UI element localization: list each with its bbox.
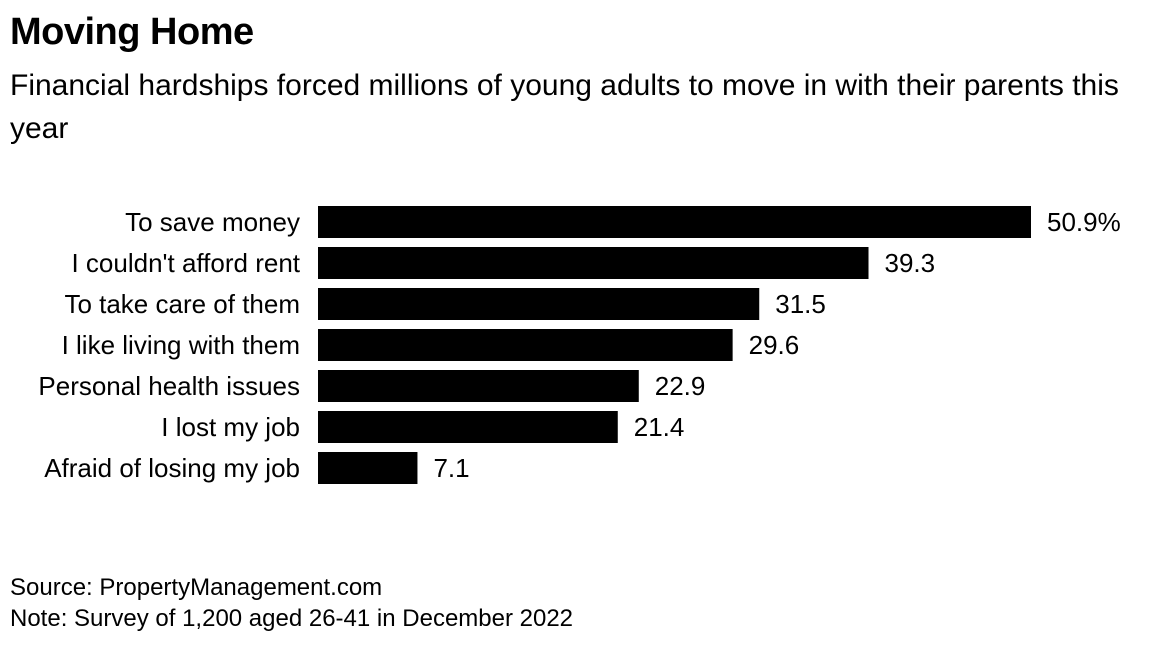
category-label: Afraid of losing my job	[44, 453, 300, 483]
chart-footer: Source: PropertyManagement.com Note: Sur…	[10, 572, 573, 634]
value-label: 50.9%	[1047, 207, 1121, 237]
category-label: Personal health issues	[38, 371, 300, 401]
value-label: 7.1	[433, 453, 469, 483]
bar	[318, 329, 733, 361]
category-label: To save money	[125, 207, 300, 237]
category-label: To take care of them	[64, 289, 300, 319]
category-label: I couldn't afford rent	[71, 248, 300, 278]
bar	[318, 370, 639, 402]
value-label: 29.6	[749, 330, 800, 360]
bar	[318, 247, 869, 279]
category-label: I lost my job	[161, 412, 300, 442]
bar	[318, 288, 760, 320]
bar	[318, 411, 618, 443]
chart-title: Moving Home	[10, 11, 254, 53]
bar	[318, 452, 418, 484]
value-label: 22.9	[655, 371, 706, 401]
survey-note: Note: Survey of 1,200 aged 26-41 in Dece…	[10, 605, 574, 632]
category-label: I like living with them	[62, 330, 300, 360]
source-note: Source: PropertyManagement.com	[10, 574, 383, 601]
value-label: 39.3	[885, 248, 936, 278]
value-label: 21.4	[634, 412, 685, 442]
chart-subtitle: Financial hardships forced millions of y…	[10, 69, 1119, 145]
bar-chart: To save money 50.9% I couldn't afford rent…	[38, 206, 1121, 484]
bar	[318, 206, 1031, 238]
value-label: 31.5	[775, 289, 826, 319]
